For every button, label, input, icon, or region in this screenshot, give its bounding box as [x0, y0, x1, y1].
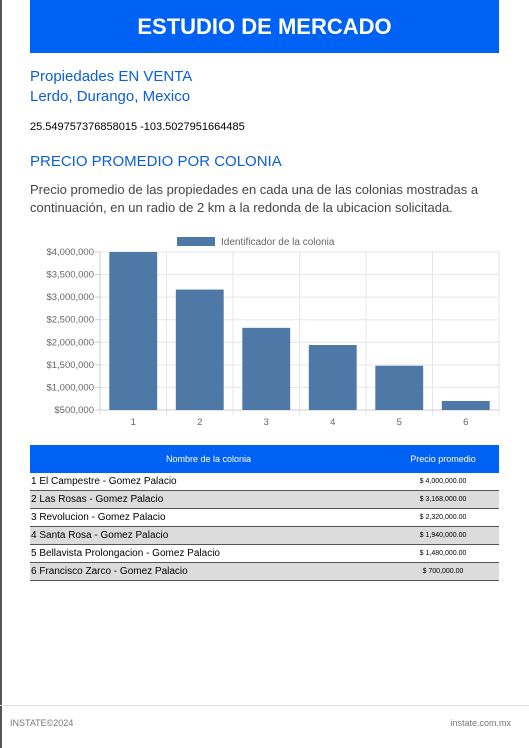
y-tick-label: $3,000,000 — [46, 292, 94, 303]
table-row: 2 Las Rosas - Gomez Palacio $ 3,168,000.… — [30, 490, 499, 509]
row-precio: $ 1,480,000.00 — [387, 544, 499, 563]
y-tick-label: $1,000,000 — [46, 382, 94, 393]
table-header-row: Nombre de la colonia Precio promedio — [30, 445, 499, 473]
row-precio: $ 700,000.00 — [387, 562, 499, 581]
page-left-border — [0, 0, 2, 748]
footer-website: instate.com.mx — [450, 718, 511, 728]
chart-bar — [109, 252, 158, 410]
y-tick-label: $4,000,000 — [46, 247, 94, 258]
header-colonia: Nombre de la colonia — [30, 445, 387, 473]
listing-location: Lerdo, Durango, Mexico — [30, 88, 191, 105]
x-tick-label: 2 — [197, 417, 202, 428]
section-title: PRECIO PROMEDIO POR COLONIA — [30, 153, 282, 170]
price-bar-chart: $500,000 $1,000,000 $1,500,000 $2,000,000 $2… — [46, 237, 500, 428]
legend-label: Identificador de la colonia — [221, 237, 335, 248]
chart-bar — [175, 289, 224, 410]
y-tick-label: $1,500,000 — [46, 360, 94, 371]
table-row: 4 Santa Rosa - Gomez Palacio $ 1,940,000… — [30, 526, 499, 545]
price-table: Nombre de la colonia Precio promedio 1 E… — [30, 445, 499, 581]
x-tick-label: 6 — [463, 417, 468, 428]
coordinates: 25.549757376858015 -103.5027951664485 — [30, 121, 245, 133]
y-tick-label: $3,500,000 — [46, 270, 94, 281]
y-tick-label: $2,500,000 — [46, 315, 94, 326]
row-colonia: 5 Bellavista Prolongacion - Gomez Palaci… — [30, 544, 387, 563]
table-row: 5 Bellavista Prolongacion - Gomez Palaci… — [30, 544, 499, 563]
header-precio: Precio promedio — [387, 445, 499, 473]
row-precio: $ 4,000,000.00 — [387, 473, 499, 491]
row-precio: $ 1,940,000.00 — [387, 526, 499, 545]
table-row: 6 Francisco Zarco - Gomez Palacio $ 700,… — [30, 562, 499, 581]
chart-bar — [308, 344, 357, 410]
row-colonia: 4 Santa Rosa - Gomez Palacio — [30, 526, 387, 545]
chart-bar — [375, 365, 424, 410]
row-colonia: 2 Las Rosas - Gomez Palacio — [30, 490, 387, 509]
table-row: 3 Revolucion - Gomez Palacio $ 2,320,000… — [30, 508, 499, 527]
x-tick-label: 1 — [131, 417, 136, 428]
price-table-container: Nombre de la colonia Precio promedio 1 E… — [30, 445, 499, 581]
row-precio: $ 3,168,000.00 — [387, 490, 499, 509]
report-title: ESTUDIO DE MERCADO — [137, 13, 392, 39]
report-header: ESTUDIO DE MERCADO — [30, 0, 499, 53]
footer-divider — [0, 705, 529, 706]
y-tick-label: $2,000,000 — [46, 337, 94, 348]
chart-bar — [441, 400, 490, 410]
row-colonia: 1 El Campestre - Gomez Palacio — [30, 473, 387, 491]
x-tick-label: 3 — [264, 417, 269, 428]
y-tick-label: $500,000 — [54, 405, 94, 416]
footer-copyright: INSTATE©2024 — [10, 718, 74, 728]
row-precio: $ 2,320,000.00 — [387, 508, 499, 527]
section-description: Precio promedio de las propiedades en ca… — [30, 182, 479, 215]
table-row: 1 El Campestre - Gomez Palacio $ 4,000,0… — [30, 473, 499, 491]
listing-type: Propiedades EN VENTA — [30, 68, 193, 85]
row-colonia: 6 Francisco Zarco - Gomez Palacio — [30, 562, 387, 581]
chart-bar — [242, 327, 291, 410]
x-tick-label: 5 — [397, 417, 402, 428]
row-colonia: 3 Revolucion - Gomez Palacio — [30, 508, 387, 527]
x-tick-label: 4 — [330, 417, 335, 428]
legend-swatch — [177, 237, 215, 246]
